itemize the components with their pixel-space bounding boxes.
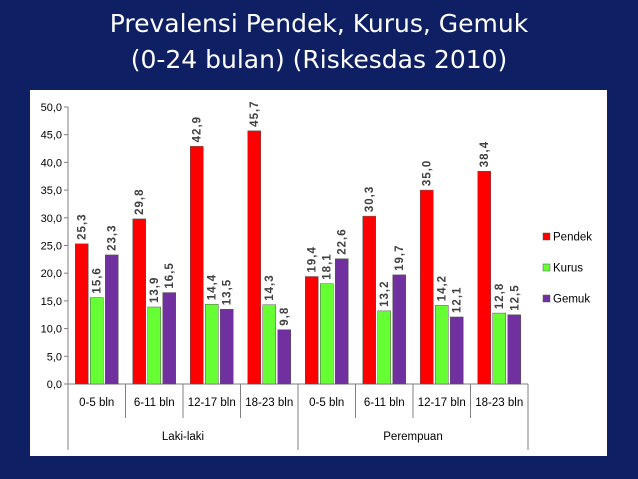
bar-kurus xyxy=(492,312,506,385)
y-tick-label: 35,0 xyxy=(41,185,62,197)
data-label-gemuk: 19,7 xyxy=(394,244,406,270)
data-label-gemuk: 9,8 xyxy=(279,307,291,326)
y-tick-label: 30,0 xyxy=(41,213,62,225)
data-label-gemuk: 13,5 xyxy=(222,279,234,305)
data-label-kurus: 15,6 xyxy=(92,267,104,293)
data-label-kurus: 14,4 xyxy=(207,274,219,300)
x-category-label: 0-5 bln xyxy=(309,397,344,409)
y-tick-label: 15,0 xyxy=(41,296,62,308)
x-category-label: 18-23 bln xyxy=(475,397,523,409)
data-label-pendek: 30,3 xyxy=(364,186,376,212)
bar-pendek xyxy=(75,243,89,385)
x-category-label: 0-5 bln xyxy=(79,397,114,409)
data-label-kurus: 14,2 xyxy=(437,275,449,301)
y-tick-label: 25,0 xyxy=(41,241,62,253)
x-group-label: Perempuan xyxy=(383,431,442,443)
y-tick-label: 50,0 xyxy=(41,102,62,114)
y-tick-label: 20,0 xyxy=(41,268,62,280)
bar-pendek xyxy=(190,146,204,385)
legend-swatch-pendek xyxy=(542,232,551,241)
x-category-label: 18-23 bln xyxy=(245,397,293,409)
y-tick-label: 5,0 xyxy=(47,351,62,363)
bar-gemuk xyxy=(162,292,176,385)
legend-label-pendek: Pendek xyxy=(553,232,592,244)
data-label-kurus: 18,1 xyxy=(322,253,334,279)
data-label-pendek: 19,4 xyxy=(307,246,319,272)
bar-kurus xyxy=(147,306,161,385)
bar-pendek xyxy=(132,218,146,385)
chart-panel: 0,0 5,0 10,0 15,0 20,0 25,0 30,0 35,0 40,0 45,0 50… xyxy=(30,90,607,456)
data-label-pendek: 45,7 xyxy=(249,100,261,126)
legend-label-kurus: Kurus xyxy=(553,263,583,275)
bar-pendek xyxy=(420,189,434,385)
bar-pendek xyxy=(247,130,261,385)
bar-kurus xyxy=(90,297,104,385)
data-label-pendek: 25,3 xyxy=(77,213,89,239)
x-category-label: 12-17 bln xyxy=(188,397,236,409)
bar-gemuk xyxy=(277,329,291,385)
bar-kurus xyxy=(262,304,276,385)
x-category-label: 6-11 bln xyxy=(134,397,175,409)
data-label-gemuk: 12,5 xyxy=(509,284,521,310)
bar-kurus xyxy=(205,303,219,385)
bar-pendek xyxy=(477,171,491,385)
bar-gemuk xyxy=(105,254,119,385)
data-label-gemuk: 23,3 xyxy=(107,225,119,251)
x-category-label: 6-11 bln xyxy=(364,397,405,409)
x-group-label: Laki-laki xyxy=(162,431,204,443)
legend-swatch-gemuk xyxy=(542,294,551,303)
x-category-label: 12-17 bln xyxy=(418,397,466,409)
bar-kurus xyxy=(435,305,449,385)
data-label-pendek: 38,4 xyxy=(479,141,491,167)
legend-label-gemuk: Gemuk xyxy=(553,294,590,306)
y-tick-label: 0,0 xyxy=(47,379,62,391)
bar-kurus xyxy=(377,310,391,385)
data-label-gemuk: 22,6 xyxy=(337,228,349,254)
y-tick-label: 10,0 xyxy=(41,324,62,336)
bar-chart: 0,0 5,0 10,0 15,0 20,0 25,0 30,0 35,0 40,0 45,0 50… xyxy=(41,100,592,450)
legend-swatch-kurus xyxy=(542,263,551,272)
y-tick-label: 40,0 xyxy=(41,157,62,169)
data-label-gemuk: 16,5 xyxy=(164,262,176,288)
bar-gemuk xyxy=(335,258,349,385)
data-label-gemuk: 12,1 xyxy=(452,287,464,313)
title-line-1: Prevalensi Pendek, Kurus, Gemuk xyxy=(109,9,529,38)
y-tick-label: 45,0 xyxy=(41,130,62,142)
data-label-pendek: 35,0 xyxy=(422,160,434,186)
data-label-pendek: 29,8 xyxy=(134,189,146,215)
data-label-kurus: 13,2 xyxy=(379,280,391,306)
title-line-2: (0-24 bulan) (Riskesdas 2010) xyxy=(130,45,508,74)
data-label-pendek: 42,9 xyxy=(192,116,204,142)
bar-gemuk xyxy=(220,308,234,385)
data-label-kurus: 13,9 xyxy=(149,277,161,303)
data-label-kurus: 12,8 xyxy=(494,283,506,309)
bar-gemuk xyxy=(392,274,406,385)
data-label-kurus: 14,3 xyxy=(264,274,276,300)
slide-title: Prevalensi Pendek, Kurus, Gemuk (0-24 bu… xyxy=(0,6,638,78)
bar-gemuk xyxy=(507,314,521,385)
bar-gemuk xyxy=(450,316,464,385)
bar-kurus xyxy=(320,283,334,385)
bar-pendek xyxy=(305,276,319,385)
bar-pendek xyxy=(362,215,376,385)
